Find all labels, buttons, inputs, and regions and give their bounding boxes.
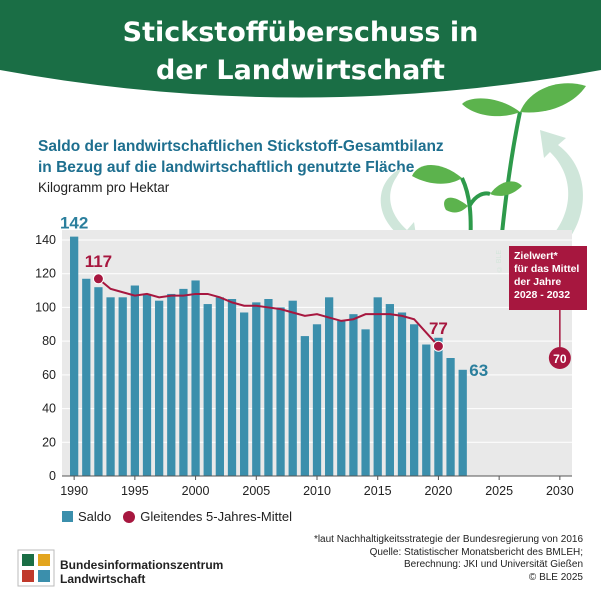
x-tick-label: 2010 bbox=[303, 484, 331, 498]
ble-logo-icon bbox=[17, 549, 55, 587]
bar bbox=[422, 344, 431, 476]
leaf-left bbox=[412, 165, 462, 184]
target-line-3: der Jahre bbox=[514, 276, 562, 288]
x-tick-label: 1990 bbox=[60, 484, 88, 498]
target-point bbox=[548, 347, 571, 369]
x-tick-label: 2005 bbox=[242, 484, 270, 498]
footnote-line-4: © BLE 2025 bbox=[528, 571, 583, 583]
data-label: 63 bbox=[469, 361, 488, 380]
y-tick-label: 100 bbox=[35, 300, 56, 314]
data-label: 77 bbox=[429, 319, 448, 338]
bar bbox=[179, 288, 188, 476]
organisation-line-2: Landwirtschaft bbox=[60, 572, 146, 586]
y-tick-label: 80 bbox=[42, 334, 56, 348]
arrow-left-decor bbox=[380, 168, 418, 248]
bar bbox=[167, 293, 176, 476]
leaf-small bbox=[490, 181, 522, 196]
bar bbox=[264, 299, 273, 476]
subtitle-line-2: in Bezug auf die landwirtschaftlich genu… bbox=[38, 159, 415, 176]
y-tick-label: 0 bbox=[49, 469, 56, 483]
organisation-line-1: Bundesinformationszentrum bbox=[60, 558, 224, 572]
image-copyright: © BLE bbox=[496, 250, 503, 273]
bar bbox=[240, 312, 249, 476]
leaf-upper-right bbox=[520, 83, 586, 113]
bar bbox=[191, 280, 200, 476]
bar bbox=[410, 324, 419, 476]
unit-label: Kilogramm pro Hektar bbox=[38, 180, 170, 195]
bar bbox=[446, 358, 455, 476]
moving-average-start-point bbox=[92, 273, 104, 285]
bar bbox=[325, 297, 334, 476]
subtitle-line-1: Saldo der landwirtschaftlichen Stickstof… bbox=[38, 138, 444, 155]
bar bbox=[106, 297, 115, 476]
bar bbox=[458, 369, 467, 476]
bar bbox=[203, 304, 212, 476]
chart-legend: Saldo Gleitendes 5-Jahres-Mittel bbox=[62, 508, 292, 524]
header-banner bbox=[0, 0, 601, 110]
bar bbox=[130, 285, 139, 476]
y-tick-label: 140 bbox=[35, 233, 56, 247]
data-label: 117 bbox=[85, 252, 112, 271]
target-line-4: 2028 - 2032 bbox=[514, 289, 571, 301]
bar bbox=[385, 304, 394, 476]
bar bbox=[118, 297, 127, 476]
bar bbox=[82, 278, 91, 476]
bar bbox=[70, 236, 79, 476]
page-title: Stickstoffüberschuss in der Landwirtscha… bbox=[0, 14, 601, 90]
y-tick-label: 120 bbox=[35, 267, 56, 281]
legend-label-mittel: Gleitendes 5-Jahres-Mittel bbox=[140, 509, 292, 525]
target-annotation: Zielwert* für das Mittel der Jahre 2028 … bbox=[509, 246, 587, 310]
footnote-line-2: Quelle: Statistischer Monatsbericht des … bbox=[369, 546, 583, 558]
legend-swatch-mittel bbox=[123, 510, 136, 523]
legend-swatch-saldo bbox=[62, 511, 73, 523]
data-label: 142 bbox=[60, 214, 88, 233]
bar bbox=[337, 320, 346, 476]
bar bbox=[94, 287, 103, 476]
bar bbox=[397, 312, 407, 476]
moving-average-end-point bbox=[432, 340, 444, 352]
x-tick-label: 2030 bbox=[546, 484, 574, 498]
target-line-1: Zielwert* bbox=[514, 250, 558, 262]
arrow-right-decor bbox=[540, 130, 583, 250]
x-tick-label: 2015 bbox=[364, 484, 392, 498]
bar bbox=[349, 314, 358, 476]
y-tick-label: 20 bbox=[42, 435, 56, 449]
bar bbox=[300, 336, 309, 476]
organisation-name: Bundesinformationszentrum Landwirtschaft bbox=[60, 558, 223, 586]
bar bbox=[361, 329, 370, 476]
header-background bbox=[0, 0, 601, 98]
data-label: 70 bbox=[553, 352, 567, 366]
bar bbox=[276, 307, 285, 476]
leaf-mid bbox=[444, 197, 468, 213]
bar bbox=[288, 300, 297, 476]
footnote: *laut Nachhaltigkeitsstrategie der Bunde… bbox=[314, 534, 583, 584]
bar bbox=[312, 324, 322, 476]
legend-label-saldo: Saldo bbox=[78, 509, 112, 525]
footnote-line-1: *laut Nachhaltigkeitsstrategie der Bunde… bbox=[313, 534, 583, 545]
bar bbox=[227, 299, 237, 476]
x-tick-label: 2020 bbox=[425, 484, 453, 498]
x-tick-label: 2000 bbox=[182, 484, 210, 498]
bar bbox=[215, 297, 224, 476]
bar bbox=[142, 293, 152, 476]
title-line-1: Stickstoffüberschuss in bbox=[122, 17, 479, 48]
bar bbox=[155, 300, 164, 476]
leaf-upper-left bbox=[462, 98, 520, 117]
title-line-2: der Landwirtschaft bbox=[156, 55, 445, 86]
footnote-line-3: Berechnung: JKI und Universität Gießen bbox=[404, 559, 583, 570]
moving-average-line bbox=[97, 278, 440, 347]
y-tick-label: 40 bbox=[42, 402, 56, 416]
bar bbox=[373, 297, 382, 476]
x-tick-label: 1995 bbox=[121, 484, 149, 498]
x-tick-label: 2025 bbox=[485, 484, 513, 498]
target-line-2: für das Mittel bbox=[514, 263, 580, 275]
bar bbox=[434, 337, 443, 476]
y-tick-label: 60 bbox=[42, 368, 56, 382]
chart-subtitle: Saldo der landwirtschaftlichen Stickstof… bbox=[38, 136, 444, 178]
bar bbox=[252, 302, 261, 476]
